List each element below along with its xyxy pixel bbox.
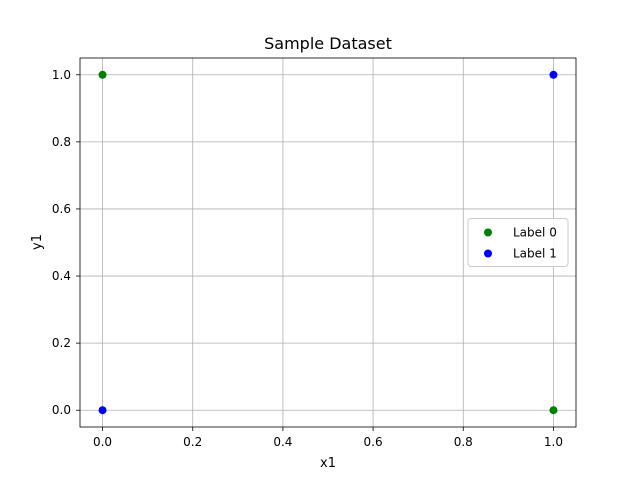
axes: 0.0 0.2 0.4 0.6 0.8 1.0 0.0 0.2 0.4 0.6 0.8 1.0 — [52, 57, 577, 449]
x-axis-label: x1 — [320, 456, 336, 471]
y-tick-label: 0.2 — [52, 336, 71, 350]
x-tick-label: 1.0 — [544, 435, 563, 449]
legend-label: Label 0 — [513, 226, 557, 240]
legend: Label 0 Label 1 — [467, 218, 569, 267]
legend-marker — [484, 249, 492, 258]
grid-lines — [80, 58, 576, 427]
y-axis-label: y1 — [30, 234, 45, 250]
y-tick-label: 0.6 — [52, 202, 71, 216]
y-tick-label: 0.8 — [52, 135, 71, 149]
x-tick-label: 0.6 — [364, 435, 383, 449]
data-point-label-0 — [549, 406, 558, 415]
legend-label: Label 1 — [513, 247, 557, 261]
x-tick-label: 0.8 — [454, 435, 473, 449]
x-tick-label: 0.2 — [183, 435, 202, 449]
legend-marker — [484, 228, 492, 237]
data-point-label-1 — [549, 70, 558, 79]
y-tick-label: 0.0 — [52, 403, 71, 417]
data-point-label-1 — [98, 406, 107, 415]
y-tick-label: 1.0 — [52, 68, 71, 82]
data-point-label-0 — [98, 70, 107, 79]
data-points — [98, 70, 558, 415]
legend-box — [467, 218, 569, 267]
x-tick-label: 0.0 — [93, 435, 112, 449]
y-tick-label: 0.4 — [52, 269, 71, 283]
x-tick-label: 0.4 — [273, 435, 292, 449]
chart-title: Sample Dataset — [264, 34, 392, 53]
plot-frame — [79, 57, 577, 428]
